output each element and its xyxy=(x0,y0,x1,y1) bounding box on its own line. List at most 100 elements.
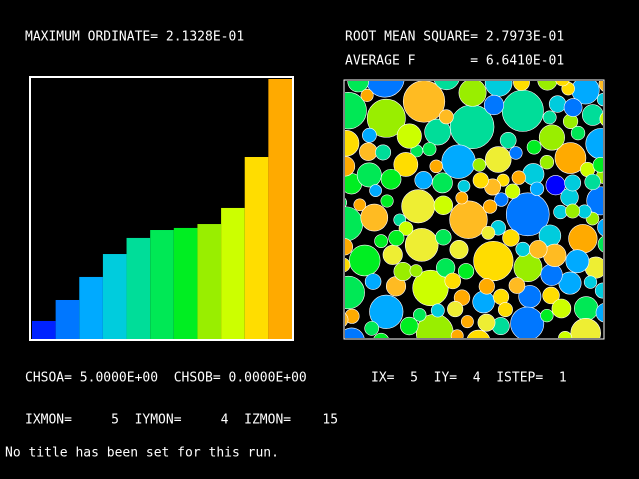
particle xyxy=(598,81,603,92)
particle xyxy=(481,225,496,240)
particle xyxy=(414,171,433,190)
particle xyxy=(554,142,587,174)
particle xyxy=(509,146,523,160)
average: AVERAGE F = 6.6410E-01 xyxy=(345,54,564,69)
particle xyxy=(529,240,548,259)
particle xyxy=(365,81,405,98)
particle xyxy=(449,200,488,239)
particle xyxy=(449,240,469,260)
particle xyxy=(433,195,453,215)
particle xyxy=(450,329,464,338)
packing-frame xyxy=(343,79,605,340)
particle xyxy=(382,244,403,265)
particle xyxy=(458,81,487,107)
particle xyxy=(435,229,452,246)
particle xyxy=(409,264,423,278)
particle xyxy=(564,174,582,192)
particle xyxy=(373,332,389,338)
particle xyxy=(432,172,453,194)
particle xyxy=(596,92,603,107)
particle xyxy=(348,244,381,277)
particle xyxy=(555,81,570,87)
step-line: IX= 5 IY= 4 ISTEP= 1 xyxy=(371,371,567,386)
bar xyxy=(126,237,151,339)
particle xyxy=(482,199,498,214)
particle xyxy=(345,327,365,338)
particle xyxy=(345,275,365,310)
particle xyxy=(388,230,405,247)
particle xyxy=(380,194,394,208)
particle xyxy=(447,301,464,318)
particle xyxy=(548,95,567,113)
particle xyxy=(542,110,557,125)
particle xyxy=(369,184,382,197)
particle xyxy=(359,142,378,161)
particle xyxy=(563,98,583,117)
particle xyxy=(583,275,598,289)
chart-frame xyxy=(29,76,294,341)
particle xyxy=(393,262,413,282)
bar xyxy=(197,224,222,339)
particle xyxy=(501,89,544,132)
particle xyxy=(551,298,572,319)
bar xyxy=(244,156,269,339)
particle-packing xyxy=(345,81,603,338)
particle xyxy=(540,308,554,323)
particle xyxy=(515,241,531,257)
particle xyxy=(478,278,495,295)
particle xyxy=(582,104,603,126)
particle xyxy=(345,197,348,208)
particle xyxy=(360,88,374,102)
particle xyxy=(570,317,601,338)
particle xyxy=(472,172,489,189)
bar-chart xyxy=(32,79,292,339)
particle xyxy=(558,331,573,338)
particle xyxy=(539,155,555,170)
particle xyxy=(483,94,505,116)
particle xyxy=(540,263,563,286)
particle xyxy=(597,218,603,237)
rms: ROOT MEAN SQUARE= 2.7973E-01 xyxy=(345,30,564,45)
particle xyxy=(345,308,360,324)
particle xyxy=(584,173,601,191)
particle xyxy=(526,139,542,155)
particle xyxy=(444,272,461,290)
particle xyxy=(466,329,490,338)
particle xyxy=(429,159,443,174)
particle xyxy=(400,316,419,336)
bar xyxy=(268,79,292,339)
particle xyxy=(345,313,349,327)
particle xyxy=(537,81,558,91)
bar xyxy=(32,320,56,339)
particle xyxy=(347,81,369,93)
particle xyxy=(513,81,530,91)
particle xyxy=(412,269,449,307)
particle xyxy=(433,81,460,91)
particle xyxy=(369,294,404,329)
particle xyxy=(505,183,521,199)
particle xyxy=(595,303,603,323)
particle xyxy=(457,179,471,193)
particle xyxy=(472,290,495,314)
particle xyxy=(560,188,579,207)
particle xyxy=(441,144,476,179)
particle xyxy=(565,203,580,219)
particle xyxy=(597,235,603,253)
particle xyxy=(455,191,469,205)
particle xyxy=(457,263,475,280)
particle xyxy=(594,282,603,299)
particle xyxy=(511,170,526,185)
particle xyxy=(599,112,603,126)
bar xyxy=(79,276,103,339)
particle xyxy=(460,315,474,329)
particle xyxy=(353,198,367,212)
max-ordinate: MAXIMUM ORDINATE= 2.1328E-01 xyxy=(25,30,244,45)
particle xyxy=(438,109,454,125)
particle xyxy=(568,224,598,254)
particle xyxy=(529,181,545,196)
particle xyxy=(505,192,550,237)
particle xyxy=(366,98,406,138)
bar xyxy=(55,299,80,339)
particle xyxy=(356,162,382,188)
